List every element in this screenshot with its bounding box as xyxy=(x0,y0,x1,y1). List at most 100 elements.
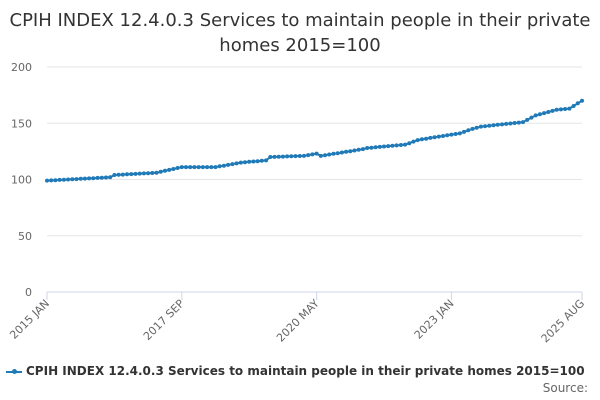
data-point[interactable] xyxy=(478,124,483,129)
data-point[interactable] xyxy=(125,172,129,177)
data-point[interactable] xyxy=(407,141,412,146)
data-point[interactable] xyxy=(167,167,172,172)
data-point[interactable] xyxy=(554,107,559,112)
data-point[interactable] xyxy=(491,123,496,128)
data-point[interactable] xyxy=(339,150,344,155)
data-point[interactable] xyxy=(289,154,294,159)
data-point[interactable] xyxy=(394,143,399,148)
data-point[interactable] xyxy=(500,122,504,127)
data-point[interactable] xyxy=(483,124,488,129)
data-point[interactable] xyxy=(310,152,315,157)
legend[interactable]: CPIH INDEX 12.4.0.3 Services to maintain… xyxy=(6,364,585,378)
data-point[interactable] xyxy=(196,165,201,170)
data-point[interactable] xyxy=(259,158,264,163)
data-point[interactable] xyxy=(154,170,159,175)
data-point[interactable] xyxy=(133,171,138,176)
data-point[interactable] xyxy=(365,146,370,150)
data-point[interactable] xyxy=(508,121,513,126)
data-point[interactable] xyxy=(112,173,117,177)
data-point[interactable] xyxy=(449,132,454,137)
data-point[interactable] xyxy=(158,169,163,174)
data-point[interactable] xyxy=(571,104,576,108)
data-point[interactable] xyxy=(302,153,306,158)
data-point[interactable] xyxy=(163,168,167,173)
data-point[interactable] xyxy=(280,154,285,159)
data-point[interactable] xyxy=(512,121,517,125)
data-point[interactable] xyxy=(285,154,290,159)
data-point[interactable] xyxy=(272,154,277,159)
data-point[interactable] xyxy=(436,134,441,139)
data-point[interactable] xyxy=(146,171,151,176)
data-point[interactable] xyxy=(251,159,256,164)
data-point[interactable] xyxy=(466,128,471,133)
data-point[interactable] xyxy=(377,144,382,149)
data-point[interactable] xyxy=(335,151,340,156)
data-point[interactable] xyxy=(441,134,445,138)
data-point[interactable] xyxy=(314,151,319,156)
data-point[interactable] xyxy=(495,122,500,127)
data-point[interactable] xyxy=(411,139,416,144)
data-point[interactable] xyxy=(129,172,134,177)
data-point[interactable] xyxy=(226,162,231,167)
data-point[interactable] xyxy=(352,148,357,153)
data-point[interactable] xyxy=(563,107,568,111)
data-point[interactable] xyxy=(78,176,83,181)
data-point[interactable] xyxy=(175,166,180,170)
data-point[interactable] xyxy=(188,165,193,170)
data-point[interactable] xyxy=(171,167,176,171)
data-point[interactable] xyxy=(108,175,113,180)
data-point[interactable] xyxy=(238,160,243,165)
data-point[interactable] xyxy=(141,171,146,176)
data-point[interactable] xyxy=(293,154,298,159)
data-point[interactable] xyxy=(474,125,479,130)
data-point[interactable] xyxy=(91,176,96,181)
data-point[interactable] xyxy=(580,98,584,103)
data-point[interactable] xyxy=(49,178,54,183)
data-point[interactable] xyxy=(297,154,302,158)
data-point[interactable] xyxy=(516,120,521,125)
data-point[interactable] xyxy=(470,126,475,131)
data-point[interactable] xyxy=(120,172,125,177)
data-point[interactable] xyxy=(546,110,551,114)
data-point[interactable] xyxy=(66,177,71,182)
data-point[interactable] xyxy=(213,165,218,170)
data-point[interactable] xyxy=(521,120,525,125)
data-point[interactable] xyxy=(403,142,408,147)
data-point[interactable] xyxy=(432,135,437,140)
data-point[interactable] xyxy=(209,165,214,170)
data-point[interactable] xyxy=(462,129,466,134)
data-point[interactable] xyxy=(428,135,433,140)
data-point[interactable] xyxy=(533,113,538,118)
data-point[interactable] xyxy=(356,147,361,152)
data-point[interactable] xyxy=(247,159,252,164)
data-point[interactable] xyxy=(373,145,378,150)
data-point[interactable] xyxy=(137,171,142,176)
data-point[interactable] xyxy=(529,115,534,120)
data-point[interactable] xyxy=(45,178,49,183)
data-point[interactable] xyxy=(424,136,429,141)
data-point[interactable] xyxy=(575,101,580,106)
data-point[interactable] xyxy=(179,165,184,170)
data-point[interactable] xyxy=(360,147,365,152)
data-point[interactable] xyxy=(369,145,374,150)
data-point[interactable] xyxy=(268,155,273,159)
data-point[interactable] xyxy=(150,171,155,175)
data-point[interactable] xyxy=(200,165,205,170)
data-point[interactable] xyxy=(82,176,87,181)
data-point[interactable] xyxy=(276,154,281,159)
data-point[interactable] xyxy=(567,106,572,111)
data-point[interactable] xyxy=(327,152,332,157)
data-point[interactable] xyxy=(116,172,121,177)
data-point[interactable] xyxy=(318,153,323,158)
data-point[interactable] xyxy=(74,177,79,182)
data-point[interactable] xyxy=(457,131,462,136)
data-point[interactable] xyxy=(386,144,391,149)
data-point[interactable] xyxy=(234,161,239,166)
data-point[interactable] xyxy=(504,121,509,126)
data-point[interactable] xyxy=(398,143,403,147)
data-point[interactable] xyxy=(537,112,542,117)
data-point[interactable] xyxy=(264,158,269,163)
data-point[interactable] xyxy=(415,138,420,143)
data-point[interactable] xyxy=(70,177,75,182)
data-point[interactable] xyxy=(445,133,450,138)
